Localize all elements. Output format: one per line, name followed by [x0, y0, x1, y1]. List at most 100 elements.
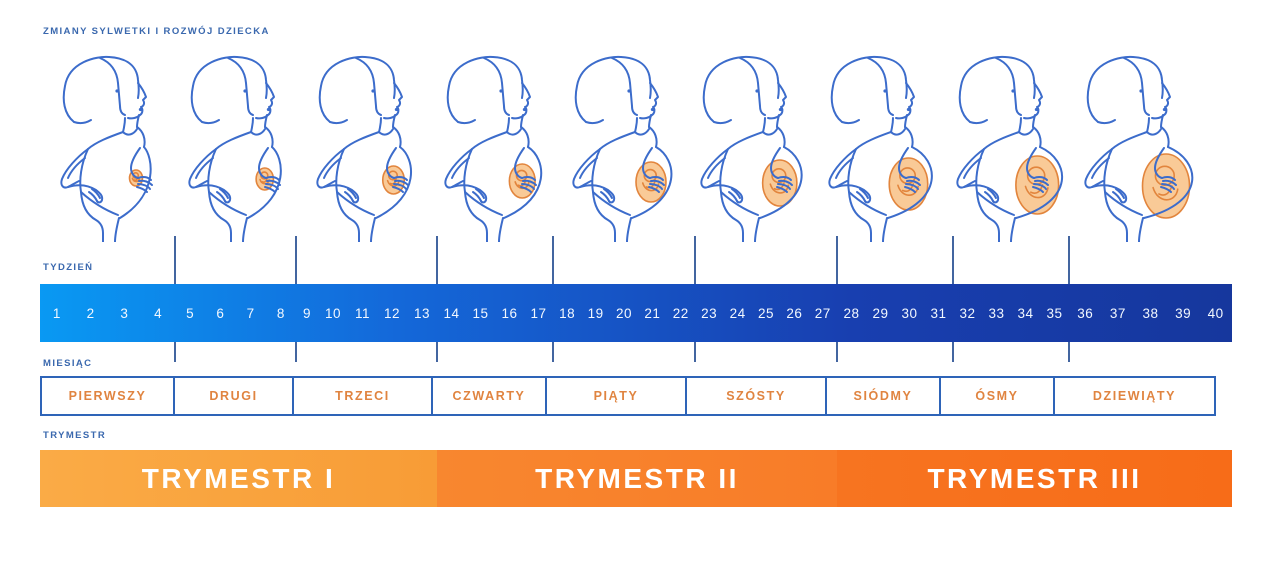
month-axis-label: MIESIĄC [43, 358, 93, 369]
week-number: 38 [1142, 305, 1159, 321]
week-number: 12 [383, 305, 400, 321]
trimester-axis-label: TRYMESTR [43, 430, 107, 441]
week-segment: 9 10 11 12 13 [296, 284, 437, 342]
trimester-name: TRYMESTR I [141, 462, 336, 494]
week-number: 3 [120, 305, 129, 321]
week-segment: 1 2 3 4 [40, 284, 175, 342]
month-box: CZWARTY [431, 376, 547, 416]
week-number: 10 [324, 305, 341, 321]
pregnant-woman-drawing [700, 55, 803, 243]
week-number: 22 [672, 305, 689, 321]
week-segment: 14 15 16 17 [437, 284, 553, 342]
week-number: 23 [701, 305, 718, 321]
week-number: 19 [587, 305, 604, 321]
week-number: 11 [354, 305, 370, 321]
month-row: PIERWSZY DRUGI TRZECI CZWARTY PIĄTY SZÓSTY SIÓ… [40, 376, 1216, 416]
week-segment: 23 24 25 26 27 [695, 284, 837, 342]
week-number: 27 [814, 305, 831, 321]
month-box: TRZECI [292, 376, 433, 416]
pregnant-woman-drawing [828, 55, 933, 243]
week-number: 16 [501, 305, 518, 321]
month-name: PIERWSZY [68, 389, 147, 403]
week-number: 40 [1207, 305, 1224, 321]
week-segment: 28 29 30 31 [837, 284, 953, 342]
week-number: 4 [154, 305, 163, 321]
month-name: DZIEWIĄTY [1092, 389, 1177, 403]
pregnant-woman-month-3 [296, 52, 426, 243]
pregnant-woman-month-1 [40, 52, 170, 243]
week-number: 28 [843, 305, 860, 321]
week-segment: 36 37 38 39 40 [1069, 284, 1232, 342]
trimester-segment: TRYMESTR I [40, 450, 437, 507]
week-segment: 32 33 34 35 [953, 284, 1069, 342]
month-name: ÓSMY [975, 389, 1019, 403]
month-box: DRUGI [173, 376, 294, 416]
page-title: ZMIANY SYLWETKI I ROZWÓJ DZIECKA [43, 26, 270, 37]
month-name: DRUGI [209, 389, 258, 403]
pregnant-woman-month-6 [680, 52, 810, 243]
month-box: DZIEWIĄTY [1053, 376, 1216, 416]
month-name: SZÓSTY [726, 389, 786, 403]
week-number: 15 [472, 305, 489, 321]
week-number: 21 [644, 305, 661, 321]
fetus-icon [1141, 153, 1191, 219]
week-number: 33 [988, 305, 1005, 321]
month-box: SIÓDMY [825, 376, 941, 416]
week-number: 29 [872, 305, 889, 321]
pregnant-woman-month-8 [936, 52, 1066, 243]
week-number: 32 [959, 305, 976, 321]
week-number: 6 [216, 305, 225, 321]
pregnant-woman-drawing [1084, 55, 1194, 243]
trimester-segment: TRYMESTR II [437, 450, 837, 507]
week-segment: 18 19 20 21 22 [553, 284, 695, 342]
week-segment: 5 6 7 8 [175, 284, 296, 342]
pregnant-woman-month-4 [424, 52, 554, 243]
month-name: PIĄTY [593, 389, 639, 403]
pregnant-woman-drawing [316, 55, 412, 243]
week-number: 2 [86, 305, 95, 321]
week-number: 8 [276, 305, 285, 321]
month-box: ÓSMY [939, 376, 1055, 416]
week-bar: 1 2 3 4 5 6 7 8 9 10 11 12 13 14 15 16 17 18 19 20 21 22 23 24 2… [40, 284, 1232, 342]
pregnant-woman-drawing [572, 55, 673, 243]
week-number: 17 [530, 305, 547, 321]
pregnant-woman-drawing [188, 55, 282, 243]
trimester-bar: TRYMESTR I TRYMESTR II TRYMESTR III [40, 450, 1232, 507]
week-number: 37 [1109, 305, 1126, 321]
week-number: 39 [1175, 305, 1192, 321]
trimester-segment: TRYMESTR III [837, 450, 1232, 507]
week-number: 25 [757, 305, 774, 321]
month-name: TRZECI [335, 389, 390, 403]
month-name: CZWARTY [452, 389, 526, 403]
week-number: 18 [559, 305, 576, 321]
pregnant-woman-month-5 [552, 52, 682, 243]
week-number: 35 [1046, 305, 1063, 321]
pregnant-woman-drawing [444, 55, 543, 243]
month-box: SZÓSTY [685, 376, 827, 416]
trimester-name: TRYMESTR III [927, 462, 1142, 494]
week-number: 7 [246, 305, 255, 321]
week-axis-label: TYDZIEŃ [43, 262, 94, 273]
week-number: 24 [729, 305, 746, 321]
month-box: PIERWSZY [40, 376, 175, 416]
week-number: 30 [901, 305, 918, 321]
pregnant-woman-drawing [60, 55, 153, 243]
week-number: 26 [786, 305, 803, 321]
figures-row [0, 52, 1280, 244]
week-number: 20 [615, 305, 632, 321]
week-number: 5 [186, 305, 195, 321]
week-number: 31 [930, 305, 947, 321]
trimester-name: TRYMESTR II [535, 462, 739, 494]
pregnant-woman-month-2 [168, 52, 298, 243]
week-number: 13 [413, 305, 430, 321]
month-name: SIÓDMY [853, 389, 913, 403]
week-number: 14 [443, 305, 460, 321]
pregnant-woman-month-9 [1064, 52, 1194, 243]
week-number: 1 [52, 305, 61, 321]
week-number: 9 [302, 305, 311, 321]
week-number: 34 [1017, 305, 1034, 321]
week-number: 36 [1077, 305, 1094, 321]
pregnant-woman-drawing [956, 55, 1063, 243]
pregnant-woman-month-7 [808, 52, 938, 243]
